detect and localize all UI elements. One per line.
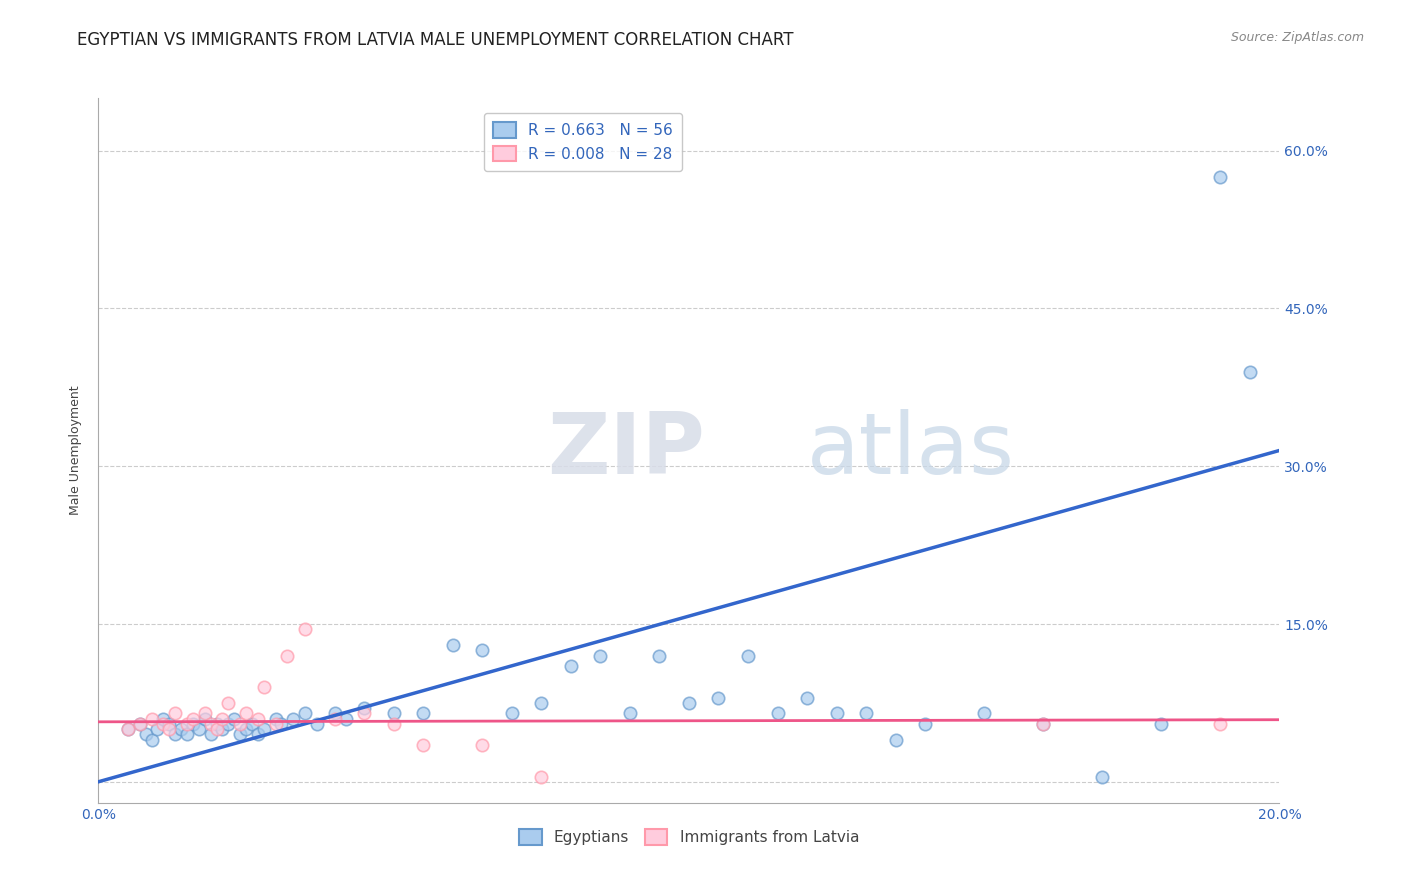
Point [270, 717, 292, 731]
Point [441, 638, 464, 652]
Point [211, 722, 233, 736]
Point [353, 706, 375, 721]
Point [855, 706, 877, 721]
Point [283, 712, 305, 726]
Point [146, 722, 169, 736]
Point [128, 717, 150, 731]
Point [305, 717, 328, 731]
Point [235, 722, 257, 736]
Point [1239, 365, 1261, 379]
Text: ZIP: ZIP [547, 409, 704, 492]
Point [117, 722, 139, 736]
Point [117, 722, 139, 736]
Text: EGYPTIAN VS IMMIGRANTS FROM LATVIA MALE UNEMPLOYMENT CORRELATION CHART: EGYPTIAN VS IMMIGRANTS FROM LATVIA MALE … [77, 31, 794, 49]
Point [157, 717, 180, 731]
Point [825, 706, 848, 721]
Point [619, 706, 641, 721]
Point [176, 717, 198, 731]
Point [157, 722, 180, 736]
Point [1032, 717, 1054, 731]
Point [217, 717, 239, 731]
Point [194, 712, 217, 726]
Point [382, 706, 405, 721]
Point [335, 712, 357, 726]
Point [294, 706, 316, 721]
Point [796, 690, 818, 705]
Point [229, 717, 252, 731]
Text: atlas: atlas [807, 409, 1015, 492]
Point [253, 680, 276, 694]
Point [294, 622, 316, 636]
Point [973, 706, 995, 721]
Point [323, 712, 346, 726]
Point [152, 712, 174, 726]
Point [323, 706, 346, 721]
Point [224, 712, 246, 726]
Point [737, 648, 759, 663]
Point [589, 648, 612, 663]
Point [501, 706, 523, 721]
Point [678, 696, 700, 710]
Point [1209, 169, 1232, 184]
Point [246, 727, 269, 741]
Point [170, 722, 193, 736]
Point [200, 717, 222, 731]
Point [707, 690, 730, 705]
Point [766, 706, 789, 721]
Point [181, 717, 204, 731]
Point [264, 717, 287, 731]
Point [1032, 717, 1054, 731]
Point [217, 696, 239, 710]
Point [914, 717, 936, 731]
Point [1209, 717, 1232, 731]
Point [412, 738, 434, 752]
Point [471, 738, 494, 752]
Point [353, 701, 375, 715]
Point [1150, 717, 1173, 731]
Point [135, 727, 157, 741]
Point [211, 712, 233, 726]
Point [152, 717, 174, 731]
Point [194, 706, 217, 721]
Point [205, 722, 228, 736]
Point [471, 643, 494, 657]
Point [176, 727, 198, 741]
Point [382, 717, 405, 731]
Point [128, 717, 150, 731]
Text: Source: ZipAtlas.com: Source: ZipAtlas.com [1230, 31, 1364, 45]
Point [1091, 770, 1114, 784]
Point [884, 732, 907, 747]
Point [141, 732, 163, 747]
Point [530, 696, 553, 710]
Point [412, 706, 434, 721]
Point [181, 712, 204, 726]
Point [240, 717, 263, 731]
Point [530, 770, 553, 784]
Point [235, 706, 257, 721]
Legend: Egyptians, Immigrants from Latvia: Egyptians, Immigrants from Latvia [513, 823, 865, 852]
Point [187, 722, 209, 736]
Point [200, 727, 222, 741]
Point [264, 712, 287, 726]
Point [141, 712, 163, 726]
Point [165, 706, 187, 721]
Point [246, 712, 269, 726]
Point [229, 727, 252, 741]
Point [205, 717, 228, 731]
Point [276, 648, 298, 663]
Point [165, 727, 187, 741]
Point [560, 659, 582, 673]
Point [648, 648, 671, 663]
Y-axis label: Male Unemployment: Male Unemployment [69, 385, 83, 516]
Point [253, 722, 276, 736]
